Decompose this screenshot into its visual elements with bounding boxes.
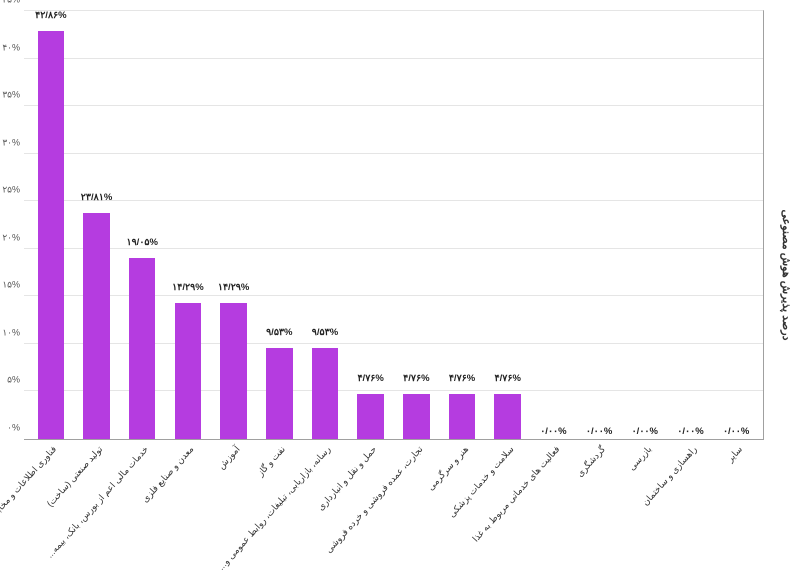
bar: [450, 394, 476, 439]
bar: [84, 213, 110, 439]
x-label-slot: گردشگری: [578, 444, 624, 550]
bar-slot: ۱۹/۰۵%: [120, 11, 166, 439]
bar: [130, 258, 156, 439]
bar-slot: ۹/۵۳%: [257, 11, 303, 439]
x-label-slot: فعالیت های خدماتی مربوط به غذا: [532, 444, 578, 550]
bar-slot: ۰/۰۰%: [532, 11, 578, 439]
y-tick-label: ۴۵%: [3, 0, 25, 6]
y-tick-label: ۱۵%: [3, 280, 25, 291]
y-tick-label: ۵%: [8, 375, 25, 386]
y-tick-label: ۲۰%: [3, 232, 25, 243]
bar: [313, 348, 339, 439]
bar: [495, 394, 521, 439]
bar-value-label: ۴/۷۶%: [496, 373, 522, 384]
bar-slot: ۴/۷۶%: [440, 11, 486, 439]
bar-slot: ۱۴/۲۹%: [212, 11, 258, 439]
bar-value-label: ۰/۰۰%: [724, 426, 750, 437]
bar-value-label: ۰/۰۰%: [678, 426, 704, 437]
y-tick-label: ۴۰%: [3, 42, 25, 53]
y-axis-label: درصد پذیرش هوش مصنوعی: [781, 210, 794, 341]
x-category-label: فناوری اطلاعات و مخابرات: [0, 444, 60, 526]
bar: [39, 31, 65, 439]
bar-slot: ۴/۷۶%: [395, 11, 441, 439]
bar-value-label: ۴/۷۶%: [404, 373, 430, 384]
bar-slot: ۰/۰۰%: [714, 11, 760, 439]
bar-value-label: ۲۳/۸۱%: [82, 192, 114, 203]
x-category-label: آموزش: [217, 444, 243, 472]
x-label-slot: سایر: [715, 444, 761, 550]
bar: [404, 394, 430, 439]
bar-slot: ۰/۰۰%: [669, 11, 715, 439]
x-label-slot: راهسازی و ساختمان: [670, 444, 716, 550]
bar: [176, 303, 202, 439]
y-tick-label: ۱۰%: [3, 327, 25, 338]
x-category-label: بازرسی: [627, 444, 655, 473]
bar: [267, 348, 293, 439]
y-tick-label: ۳۵%: [3, 90, 25, 101]
x-category-label: سایر: [726, 444, 746, 465]
bar-value-label: ۱۴/۲۹%: [173, 282, 205, 293]
y-tick-label: ۳۰%: [3, 137, 25, 148]
x-label-slot: تجارت، عمده فروشی و خرده فروشی: [395, 444, 441, 550]
y-tick-label: ۰%: [8, 423, 25, 434]
bar-value-label: ۰/۰۰%: [587, 426, 613, 437]
bar-slot: ۲۳/۸۱%: [75, 11, 121, 439]
bar-slot: ۴/۷۶%: [349, 11, 395, 439]
bar: [221, 303, 247, 439]
x-label-slot: معدن و صنایع فلزی: [166, 444, 212, 550]
y-tick-label: ۲۵%: [3, 185, 25, 196]
bar-value-label: ۴/۷۶%: [358, 373, 384, 384]
x-category-label: گردشگری: [576, 444, 609, 479]
bar-slot: ۴/۷۶%: [486, 11, 532, 439]
bar-value-label: ۴۲/۸۶%: [36, 10, 68, 21]
bar-slot: ۰/۰۰%: [577, 11, 623, 439]
bar-value-label: ۹/۵۳%: [313, 327, 339, 338]
bar-slot: ۱۴/۲۹%: [166, 11, 212, 439]
bar-value-label: ۰/۰۰%: [633, 426, 659, 437]
bar-slot: ۴۲/۸۶%: [29, 11, 75, 439]
chart-plot-area: ۰%۵%۱۰%۱۵%۲۰%۲۵%۳۰%۳۵%۴۰%۴۵% ۴۲/۸۶%۲۳/۸۱…: [25, 10, 765, 440]
bar-slot: ۹/۵۳%: [303, 11, 349, 439]
bar-value-label: ۱۹/۰۵%: [127, 237, 159, 248]
bar-value-label: ۴/۷۶%: [450, 373, 476, 384]
x-category-label: نفت و گاز: [256, 444, 289, 479]
bar-slot: ۰/۰۰%: [623, 11, 669, 439]
bar-value-label: ۰/۰۰%: [541, 426, 567, 437]
bars-area: ۴۲/۸۶% ۲۳/۸۱% ۱۹/۰۵% ۱۴/۲۹% ۱۴/۲۹% ۹/۵۳% ۹/۵۳%…: [25, 11, 764, 439]
bar: [358, 394, 384, 439]
bar-value-label: ۹/۵۳%: [267, 327, 293, 338]
bar-value-label: ۱۴/۲۹%: [219, 282, 251, 293]
x-axis-labels: فناوری اطلاعات و مخابراتتولید صنعتی (ساخ…: [25, 444, 765, 550]
